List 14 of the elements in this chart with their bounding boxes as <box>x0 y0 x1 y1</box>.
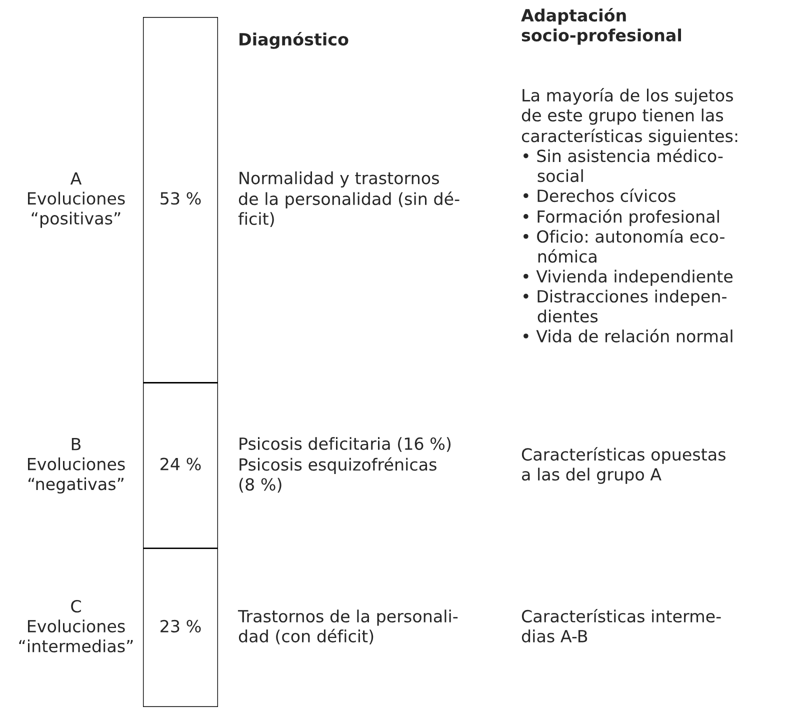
text: Diagnóstico <box>240 32 348 49</box>
series-label: C Evoluciones “intermedias” <box>19 600 133 652</box>
text: Adaptación socio-profesional <box>521 8 681 45</box>
text: Características opuestas a las del grupo A <box>522 447 726 484</box>
data-label: 23 % <box>160 620 201 632</box>
text: La mayoría de los sujetos de este grupo tienen las características siguientes: • Sin asistencia médico- social • Derechos cívicos • Formación profesional • Oficio: autonomía eco- nómica • Vivienda independiente • Distracciones indepen- dientes • Vida de relación normal <box>522 88 738 342</box>
series-label: A Evoluciones “positivas” <box>28 172 125 228</box>
text: Características interme- dias A-B <box>522 608 721 642</box>
text: Trastornos de la personali- dad (con déficit) <box>238 610 458 644</box>
series-label: B Evoluciones “negativas” <box>28 438 125 494</box>
data-label: 53 % <box>160 192 201 205</box>
data-label: 24 % <box>160 458 201 470</box>
text: Psicosis deficitaria (16 %) Psicosis esquizofrénicas (8 %) <box>239 437 451 493</box>
text: Normalidad y trastornos de la personalidad (sin dé- ficit) <box>238 171 460 228</box>
